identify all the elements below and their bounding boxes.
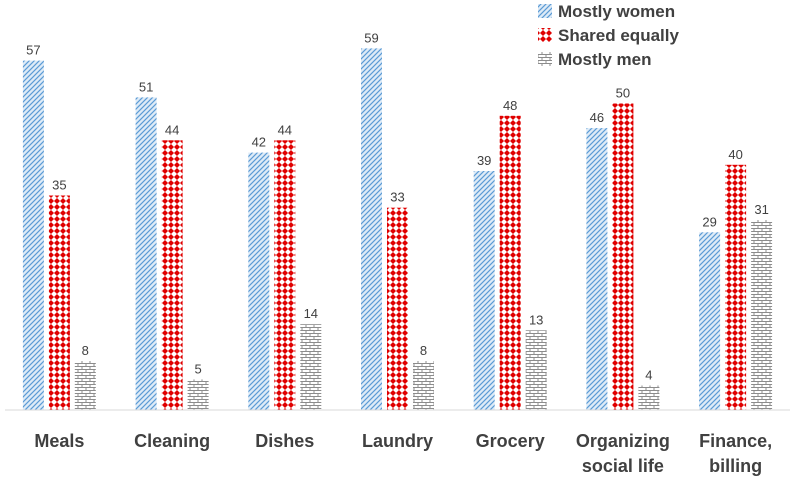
data-label: 4 — [645, 368, 652, 383]
bar-shared-equally-6 — [725, 164, 747, 410]
bar-mostly-women-6 — [699, 232, 721, 410]
category-label: Dishes — [255, 431, 314, 451]
category-label: billing — [709, 456, 762, 476]
legend-label: Mostly women — [558, 2, 675, 21]
bar-mostly-men-3 — [413, 361, 434, 410]
bar-mostly-women-2 — [248, 152, 270, 410]
data-label: 29 — [702, 214, 716, 229]
data-label: 5 — [194, 361, 201, 376]
data-label: 44 — [165, 122, 179, 137]
data-label: 50 — [616, 86, 630, 101]
bar-shared-equally-3 — [387, 207, 408, 410]
bar-mostly-women-3 — [361, 48, 382, 411]
data-label: 8 — [420, 343, 427, 358]
bar-mostly-men-1 — [187, 379, 209, 410]
data-label: 40 — [728, 147, 742, 162]
data-label: 42 — [252, 135, 266, 150]
bar-shared-equally-4 — [499, 115, 521, 411]
bar-mostly-women-1 — [135, 97, 157, 411]
bar-mostly-men-4 — [525, 330, 547, 410]
category-label: Grocery — [476, 431, 545, 451]
legend-label: Mostly men — [558, 50, 652, 69]
data-label: 8 — [82, 343, 89, 358]
bars-layer — [22, 48, 773, 411]
category-label: Cleaning — [134, 431, 210, 451]
bar-mostly-men-2 — [300, 324, 322, 410]
category-label: Laundry — [362, 431, 433, 451]
category-label: Organizing — [576, 431, 670, 451]
data-label: 48 — [503, 98, 517, 113]
data-label: 51 — [139, 79, 153, 94]
bar-mostly-women-4 — [473, 171, 495, 410]
data-label: 31 — [754, 202, 768, 217]
bar-mostly-men-0 — [74, 361, 96, 410]
legend-label: Shared equally — [558, 26, 679, 45]
data-label: 46 — [590, 110, 604, 125]
bar-mostly-men-5 — [638, 385, 660, 410]
legend-swatch-mostly-women — [538, 4, 552, 18]
data-label: 39 — [477, 153, 491, 168]
bar-mostly-women-5 — [586, 128, 608, 410]
data-label: 14 — [304, 306, 318, 321]
data-label: 44 — [278, 122, 292, 137]
data-label: 57 — [26, 43, 40, 58]
data-label: 35 — [52, 178, 66, 193]
bar-shared-equally-2 — [274, 140, 296, 411]
data-label: 33 — [390, 190, 404, 205]
bar-mostly-men-6 — [751, 220, 773, 410]
labels-layer: 57 35 8 Meals 51 44 5 Cleaning 42 44 14 Dishes 59 33 8… — [26, 30, 772, 476]
legend-swatch-shared-equally — [538, 28, 552, 42]
category-label: Meals — [34, 431, 84, 451]
data-label: 59 — [364, 30, 378, 45]
category-label: Finance, — [699, 431, 772, 451]
bar-shared-equally-0 — [48, 195, 70, 410]
bar-mostly-women-0 — [22, 60, 44, 410]
bar-shared-equally-5 — [612, 103, 634, 410]
bar-shared-equally-1 — [161, 140, 183, 411]
category-label: social life — [582, 456, 664, 476]
data-label: 13 — [529, 312, 543, 327]
legend: Mostly women Shared equally Mostly men — [538, 2, 679, 69]
legend-swatch-mostly-men — [538, 52, 552, 66]
